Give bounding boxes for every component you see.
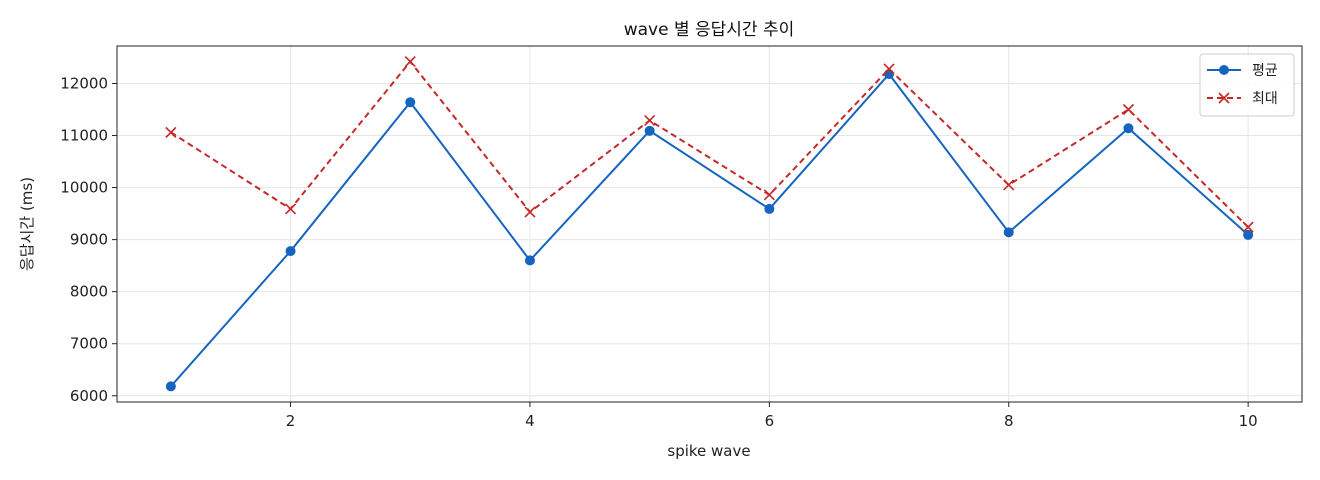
y-tick-label: 12000 (60, 74, 108, 92)
x-marker (1003, 179, 1015, 191)
legend-marker-max (1218, 92, 1230, 104)
x-marker (644, 114, 656, 126)
legend-marker-avg (1219, 65, 1229, 75)
legend-label-avg: 평균 (1252, 63, 1278, 79)
point-marker (165, 381, 176, 392)
series-line-1 (170, 60, 1249, 228)
point-marker (524, 255, 535, 266)
point-marker (285, 246, 296, 257)
x-tick-label: 6 (765, 412, 775, 430)
legend-label-max: 최대 (1252, 91, 1278, 107)
point-marker (884, 69, 895, 80)
y-tick-label: 6000 (70, 387, 108, 405)
x-tick-label: 8 (1004, 412, 1014, 430)
axis-ticks: 2 4 6 8 10 6000 7000 8000 9000 10000 11000 12000 (60, 74, 1257, 430)
point-marker (405, 97, 416, 108)
y-tick-label: 9000 (70, 231, 108, 249)
legend-box (1199, 53, 1295, 117)
point-marker (644, 125, 655, 136)
x-marker (524, 206, 536, 218)
x-marker (1122, 103, 1135, 116)
series-line-0 (170, 72, 1249, 388)
y-tick-label: 11000 (60, 127, 108, 145)
legend: 평균 최대 (1199, 53, 1295, 117)
x-tick-label: 4 (525, 412, 535, 430)
x-marker (284, 203, 297, 215)
point-marker (764, 203, 775, 214)
y-axis-title: 응답시간 (ms) (18, 177, 36, 271)
x-marker (165, 126, 177, 138)
y-tick-label: 7000 (70, 335, 108, 353)
x-marker (1242, 221, 1254, 233)
y-tick-label: 8000 (70, 283, 108, 301)
plot-frame (116, 45, 1303, 403)
series-layer (165, 56, 1254, 392)
x-tick-label: 2 (286, 412, 296, 430)
chart-title: wave 별 응답시간 추이 (624, 20, 795, 40)
y-tick-label: 10000 (60, 179, 108, 197)
grid-lines (117, 46, 1302, 402)
x-tick-label: 10 (1239, 412, 1258, 430)
x-marker (404, 56, 416, 68)
point-marker (1123, 123, 1134, 134)
x-marker (763, 189, 775, 201)
point-marker (1243, 229, 1254, 240)
x-marker (883, 63, 895, 75)
x-axis-title: spike wave (667, 442, 750, 460)
point-marker (1003, 227, 1014, 238)
